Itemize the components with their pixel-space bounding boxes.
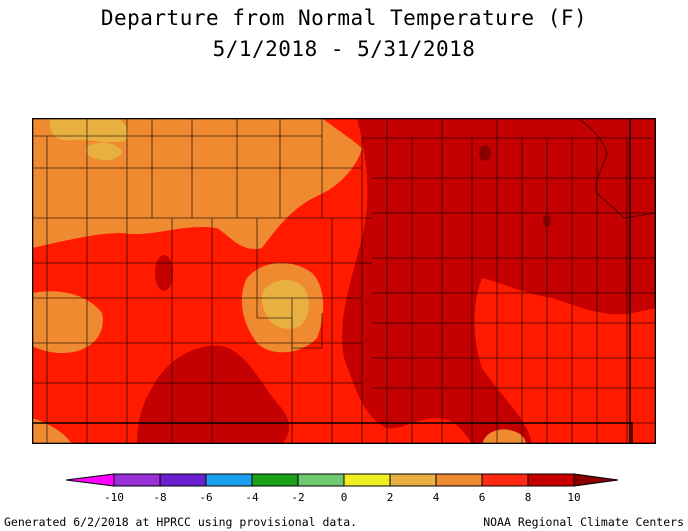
band-6-8-west [32,291,103,353]
temperature-departure-map [32,118,656,444]
legend-swatch [159,473,207,487]
legend-tick-label: 6 [479,491,486,504]
legend-swatch [389,473,437,487]
band-6-8-south [482,429,526,444]
date-range: 5/1/2018 - 5/31/2018 [212,37,476,61]
legend-tick-label: -10 [104,491,124,504]
legend-tick-label: -6 [199,491,212,504]
legend-swatch [435,473,483,487]
band-4-6-central [261,279,309,329]
legend-swatch [297,473,345,487]
band-4-6-north-cap [85,142,122,160]
legend-tick-label: 4 [433,491,440,504]
legend-tick-label: 10 [567,491,580,504]
legend-swatch [527,473,575,487]
state-border [32,118,656,444]
legend-arrow-low [66,473,115,487]
legend-tick-label: 2 [387,491,394,504]
band-4-6-north [50,118,129,143]
legend-tick-label: -2 [291,491,304,504]
generated-note: Generated 6/2/2018 at HPRCC using provis… [4,515,358,529]
legend-arrow-high [573,473,619,487]
state-border-south [32,422,633,444]
legend: -10 -8 -6 -4 -2 0 2 4 6 8 10 [66,473,619,504]
band-6-8-southwest [32,418,72,444]
legend-swatch [251,473,299,487]
legend-tick-label: -8 [153,491,166,504]
legend-tick-label: 0 [341,491,348,504]
band-8-10-southeast [474,278,656,444]
band-10-plus-blob-ne [479,145,491,161]
legend-swatch [343,473,391,487]
map-title: Departure from Normal Temperature (F) [100,6,588,30]
band-10-plus-south [137,345,289,444]
band-10-plus-blob-w [155,255,173,291]
legend-tick-label: 8 [525,491,532,504]
source-credit: NOAA Regional Climate Centers [483,515,684,529]
legend-swatch [113,473,161,487]
legend-swatch [481,473,529,487]
legend-swatch [205,473,253,487]
legend-tick-label: -4 [245,491,259,504]
